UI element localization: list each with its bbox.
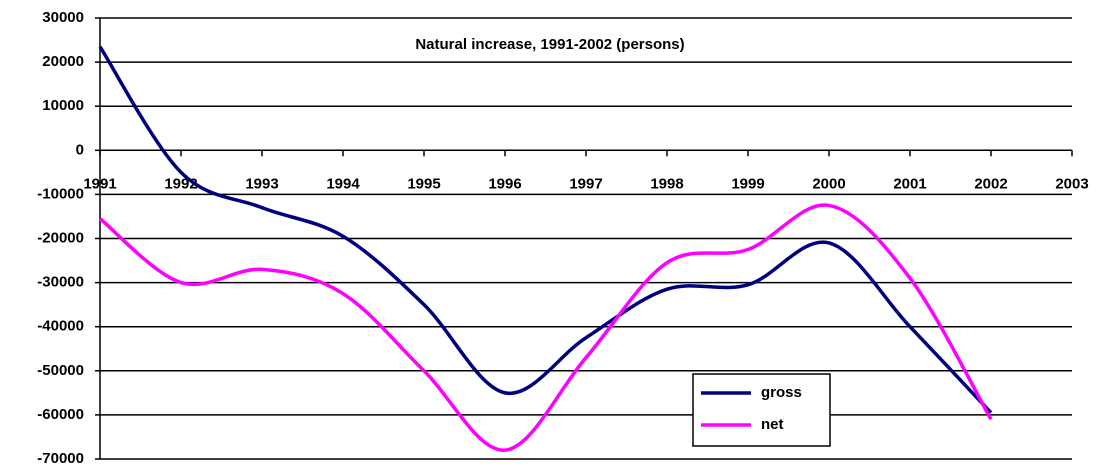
y-tick-label: -40000 (37, 318, 84, 335)
x-tick-label: 2001 (893, 175, 926, 192)
y-tick-label: -20000 (37, 229, 84, 246)
series-line (98, 203, 993, 452)
x-tick-label: 1993 (245, 175, 278, 192)
legend-label: gross (761, 384, 802, 401)
y-tick-label: 30000 (42, 9, 84, 26)
y-tick-label: -50000 (37, 362, 84, 379)
legend-box (692, 373, 831, 447)
x-tick-label: 1997 (569, 175, 602, 192)
y-tick-label: 10000 (42, 97, 84, 114)
x-tick-label: 2002 (974, 175, 1007, 192)
x-tick-label: 2003 (1055, 175, 1088, 192)
y-tick-label: -70000 (37, 450, 84, 465)
chart-title: Natural increase, 1991-2002 (persons) (415, 36, 684, 53)
x-tick-label: 2000 (812, 175, 845, 192)
legend-label: net (761, 416, 784, 433)
x-tick-label: 1999 (731, 175, 764, 192)
legend: gross net (692, 373, 831, 447)
x-tick-label: 1991 (83, 175, 116, 192)
series-line (98, 45, 993, 414)
x-tick-label: 1998 (650, 175, 683, 192)
y-tick-label: 20000 (42, 53, 84, 70)
y-tick-label: -10000 (37, 185, 84, 202)
x-tick-label: 1996 (488, 175, 521, 192)
y-tick-label: 0 (76, 141, 84, 158)
y-tick-label: -30000 (37, 274, 84, 291)
x-tick-label: 1994 (326, 175, 360, 192)
y-tick-label: -60000 (37, 406, 84, 423)
x-tick-label: 1995 (407, 175, 440, 192)
